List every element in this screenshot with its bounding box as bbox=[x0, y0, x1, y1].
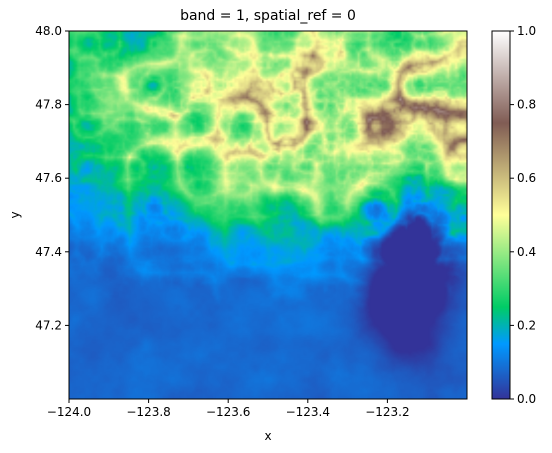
x-tick-label: −123.6 bbox=[206, 405, 250, 419]
x-axis: −124.0 −123.8 −123.6 −123.4 −123.2 bbox=[47, 399, 410, 419]
heatmap-raster bbox=[69, 31, 467, 399]
colorbar-gradient bbox=[491, 30, 511, 400]
y-axis: 47.2 47.4 47.6 47.8 48.0 bbox=[35, 24, 69, 332]
colorbar-tick-label: 0.6 bbox=[517, 171, 536, 185]
colorbar-tick-label: 0.4 bbox=[517, 245, 536, 259]
y-tick-label: 47.6 bbox=[35, 171, 62, 185]
chart-title: band = 1, spatial_ref = 0 bbox=[180, 8, 356, 24]
x-tick-label: −123.4 bbox=[286, 405, 330, 419]
x-tick-label: −124.0 bbox=[47, 405, 91, 419]
y-tick-label: 47.2 bbox=[35, 318, 62, 332]
x-tick-label: −123.2 bbox=[365, 405, 409, 419]
colorbar-tick-label: 0.2 bbox=[517, 318, 536, 332]
colorbar-tick-label: 0.8 bbox=[517, 98, 536, 112]
x-axis-label: x bbox=[264, 429, 271, 443]
y-axis-label: y bbox=[8, 211, 22, 218]
colorbar-ticks: 0.0 0.2 0.4 0.6 0.8 1.0 bbox=[510, 24, 536, 406]
y-tick-label: 47.4 bbox=[35, 245, 62, 259]
x-tick-label: −123.8 bbox=[126, 405, 170, 419]
y-tick-label: 48.0 bbox=[35, 24, 62, 38]
colorbar-tick-label: 0.0 bbox=[517, 392, 536, 406]
y-tick-label: 47.8 bbox=[35, 98, 62, 112]
colorbar-tick-label: 1.0 bbox=[517, 24, 536, 38]
plot-frame bbox=[68, 30, 468, 400]
colorbar: 0.0 0.2 0.4 0.6 0.8 1.0 bbox=[491, 24, 536, 406]
